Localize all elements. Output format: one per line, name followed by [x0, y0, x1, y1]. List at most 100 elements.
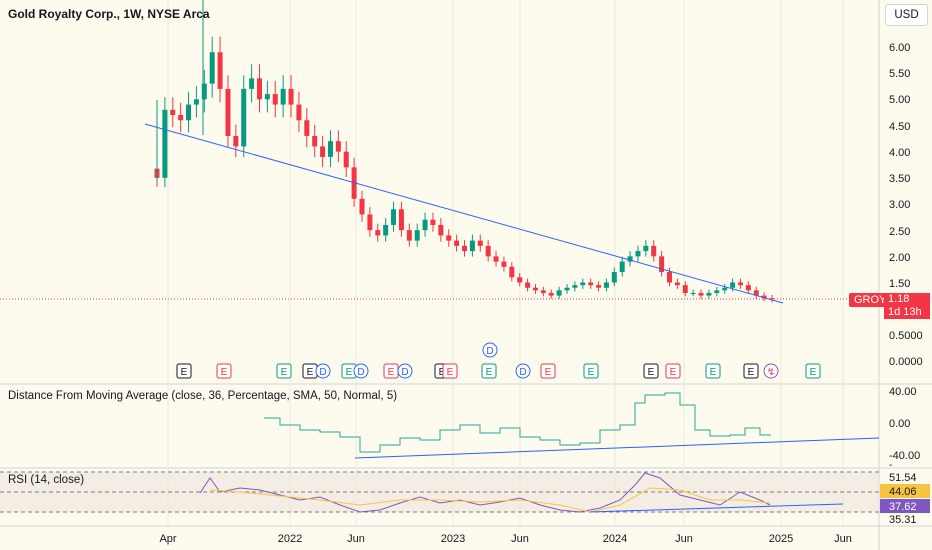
event-marker-label: E [439, 367, 446, 378]
candle-body [343, 151, 349, 168]
candle-body [737, 282, 743, 286]
candle-body [698, 292, 704, 296]
candle-body [540, 290, 546, 293]
event-marker-label: D [486, 346, 493, 357]
dma-y-tick-label: 40.00 [889, 386, 917, 398]
candle-body [288, 88, 294, 105]
indicator-label-dma: Distance From Moving Average (close, 36,… [8, 390, 398, 402]
rsi-y-tick-label: 35.31 [889, 514, 917, 526]
earnings-marker [442, 363, 458, 379]
rsi-value: 37.62 [889, 501, 917, 513]
candle-body [383, 224, 389, 236]
x-tick-label: 2025 [769, 533, 793, 545]
candle-body [548, 292, 554, 296]
last-price-badge: 1.18 1d 13h [884, 293, 930, 319]
y-tick-label: 2.50 [889, 226, 910, 238]
candle-body [477, 240, 483, 246]
candle-body [667, 272, 672, 283]
event-marker-label: D [401, 367, 408, 378]
candle-body [257, 78, 262, 100]
dma-y-tick-label: 0.00 [889, 418, 910, 430]
candle-body [588, 282, 594, 286]
rsi-ma-value-badge [880, 484, 930, 498]
candle-body [359, 198, 365, 215]
candle-body [753, 290, 759, 296]
candle-body [241, 88, 247, 147]
x-tick-label: Jun [347, 533, 365, 545]
candle-body [446, 235, 452, 241]
candle-body [627, 256, 633, 262]
event-marker-label: D [357, 367, 364, 378]
candle-body [178, 115, 184, 121]
rsi-y-tick-label: 51.54 [889, 472, 917, 484]
candle-body [186, 104, 192, 121]
y-tick-label: 1.50 [889, 278, 910, 290]
dma-y-tick-label: -40.00 [889, 450, 920, 462]
candle-body [659, 256, 665, 273]
earnings-marker [583, 363, 599, 379]
candle-body [761, 295, 767, 299]
y-tick-label: 0.5000 [889, 330, 923, 342]
y-tick-label: 4.00 [889, 147, 910, 159]
candle-body [209, 52, 215, 84]
y-tick-label: 3.00 [889, 199, 910, 211]
currency-button[interactable]: USD [885, 4, 928, 26]
split-marker [763, 363, 779, 379]
earnings-marker [665, 363, 681, 379]
candle-body [304, 120, 310, 136]
candle-body [572, 285, 578, 288]
x-tick-label: 2024 [603, 533, 627, 545]
candle-body [367, 214, 373, 231]
event-marker-label: E [810, 367, 817, 378]
x-tick-label: Jun [834, 533, 852, 545]
candle-body [525, 282, 531, 288]
event-marker-label: D [519, 367, 526, 378]
candle-body [469, 240, 475, 252]
candle-body [619, 261, 625, 273]
candle-body [406, 230, 412, 241]
dividend-marker [515, 363, 531, 379]
candle-body [690, 292, 696, 294]
dma-line [264, 392, 771, 453]
dividend-marker [353, 363, 369, 379]
candle-body [438, 224, 444, 236]
candle-body [327, 141, 333, 157]
event-marker-label: E [710, 367, 717, 378]
x-tick-label: Jun [511, 533, 529, 545]
indicator-label-rsi: RSI (14, close) [8, 474, 85, 486]
candle-body [398, 209, 404, 231]
event-marker-label: ↯ [767, 367, 775, 378]
event-marker-label: E [748, 367, 755, 378]
event-marker-label: E [307, 367, 314, 378]
dividend-marker [397, 363, 413, 379]
candle-body [564, 287, 570, 291]
candle-body [296, 104, 302, 121]
event-marker-label: E [221, 367, 228, 378]
event-marker-label: E [588, 367, 595, 378]
candle-body [391, 209, 397, 225]
candle-body [635, 251, 641, 257]
earnings-marker [176, 363, 192, 379]
last-price: 1.18 [888, 293, 910, 305]
candle-body [320, 146, 326, 157]
y-tick-label: 5.00 [889, 94, 910, 106]
candle-body [596, 285, 602, 288]
candle-body [454, 240, 460, 246]
candle-body [170, 109, 176, 116]
earnings-marker [216, 363, 232, 379]
y-tick-label: 4.50 [889, 121, 910, 133]
candle-body [611, 272, 617, 283]
dma-trendline [354, 437, 880, 459]
candle-body [217, 52, 223, 89]
event-marker-label: E [181, 367, 188, 378]
candle-body [580, 282, 586, 286]
candle-body [706, 292, 712, 296]
candle-body [745, 285, 751, 291]
y-tick-label: 0.0000 [889, 356, 923, 368]
event-marker-label: E [670, 367, 677, 378]
rsi-ma-line [209, 487, 771, 513]
event-marker-label: D [319, 367, 326, 378]
earnings-marker [643, 363, 659, 379]
event-marker-label: E [388, 367, 395, 378]
